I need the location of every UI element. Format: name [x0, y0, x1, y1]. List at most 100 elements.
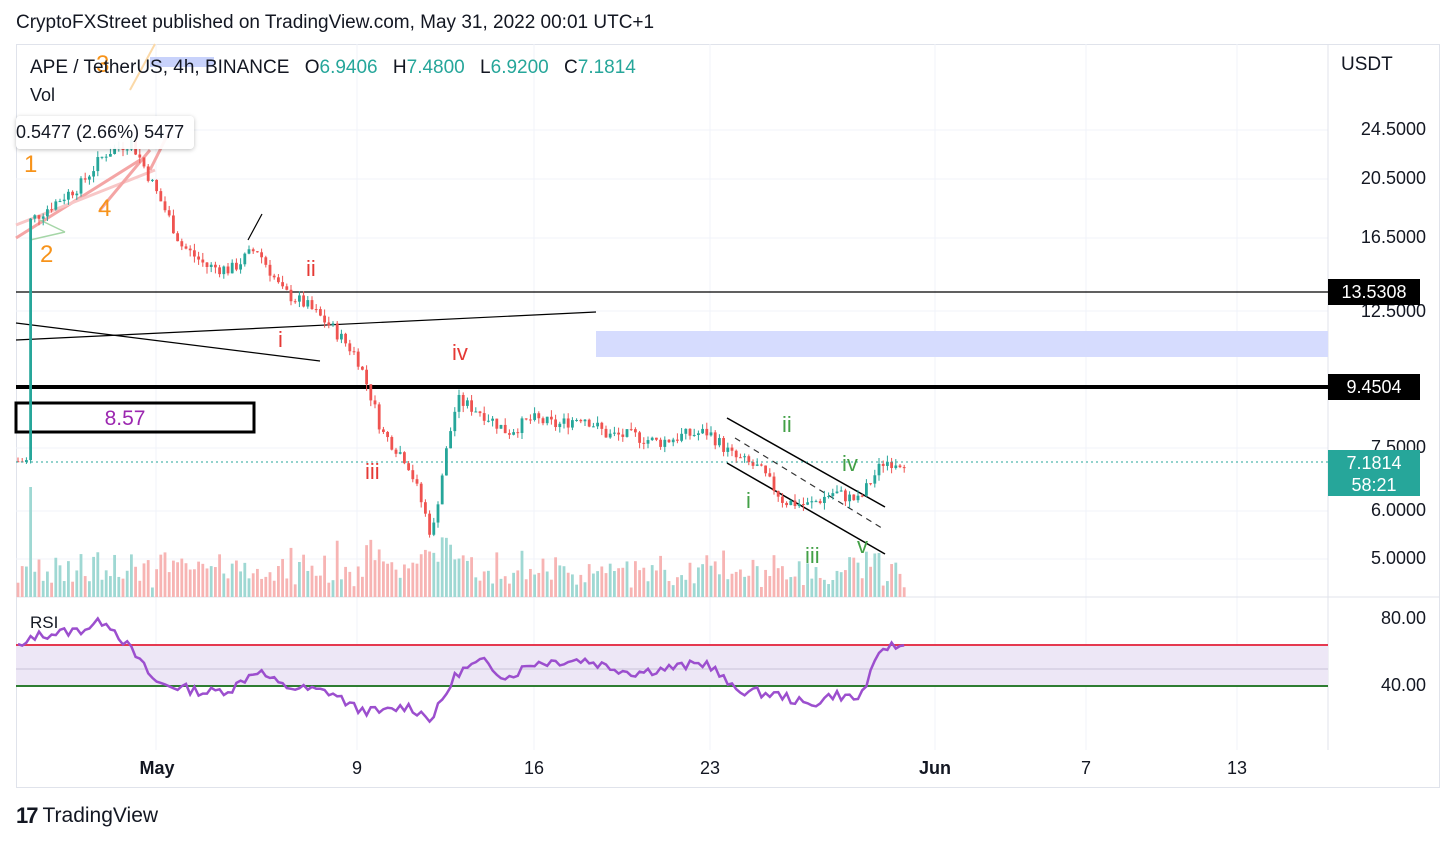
volume-bar	[411, 562, 415, 597]
candle-body	[482, 413, 486, 421]
volume-bar	[667, 581, 671, 597]
candle-body	[159, 191, 163, 202]
candle-body	[726, 447, 730, 452]
tradingview-logo-icon: 17	[16, 803, 39, 828]
value-box	[14, 401, 256, 434]
volume-bar	[88, 581, 91, 597]
candle-body	[550, 416, 553, 420]
candle-body	[776, 490, 780, 497]
candle-body	[873, 475, 877, 484]
footer-brand[interactable]: TradingView	[42, 804, 159, 827]
candle-body	[671, 439, 675, 443]
candle-body	[67, 191, 70, 200]
volume-bar	[340, 579, 343, 597]
price-tick: 20.5000	[1360, 168, 1426, 188]
candle-body	[617, 432, 620, 435]
candle-body	[579, 419, 583, 422]
volume-bar	[260, 578, 263, 597]
volume-bar	[356, 566, 360, 597]
volume-bar	[440, 537, 444, 597]
volume-bar	[138, 580, 142, 597]
candle-body	[688, 428, 692, 436]
candle-body	[461, 394, 465, 406]
candle-body	[142, 157, 146, 167]
candle-body	[844, 490, 847, 502]
volume-bar	[562, 566, 566, 597]
candle-body	[293, 301, 297, 303]
volume-bar	[810, 578, 814, 597]
candle-body	[587, 419, 591, 427]
price-tick: 12.5000	[1360, 301, 1426, 321]
volume-bar	[323, 555, 326, 597]
volume-bar	[41, 580, 45, 597]
volume-bar	[285, 578, 289, 597]
candle-body	[205, 262, 209, 267]
volume-bar	[755, 566, 759, 597]
candle-body	[789, 500, 793, 506]
candle-body	[125, 149, 129, 151]
candle-body	[264, 257, 268, 265]
low-value: 6.9200	[490, 57, 549, 78]
volume-bar	[663, 569, 667, 597]
wave-orange-1: 1	[24, 151, 37, 178]
candle-body	[852, 494, 856, 501]
candle-body	[709, 432, 713, 436]
candle-body	[247, 249, 251, 254]
candle-body	[54, 201, 58, 210]
volume-bar	[692, 583, 696, 597]
volume-bar	[642, 567, 646, 597]
volume-bar	[209, 566, 213, 597]
candle-body	[83, 178, 87, 180]
volume-bar	[92, 556, 95, 597]
candle-body	[319, 309, 322, 316]
volume-bar	[823, 579, 826, 597]
candle-body	[356, 351, 360, 367]
candle-body	[491, 418, 494, 421]
volume-bar	[751, 559, 755, 597]
volume-bar	[545, 571, 549, 597]
volume-bar	[894, 562, 898, 597]
candle-body	[100, 156, 104, 158]
volume-bar	[499, 578, 503, 597]
volume-bar	[373, 560, 377, 597]
candle-body	[449, 431, 452, 449]
candle-body	[760, 464, 763, 466]
volume-bar	[54, 557, 58, 597]
volume-bar	[117, 576, 121, 597]
wave-red-iv: iv	[452, 340, 468, 365]
candle-body	[209, 264, 213, 267]
candle-body	[478, 411, 482, 414]
volume-bar	[806, 563, 809, 597]
volume-bar	[272, 580, 276, 597]
candle-body	[818, 501, 822, 504]
candle-body	[755, 464, 759, 466]
volume-bar	[453, 559, 457, 597]
volume-bar	[520, 550, 524, 597]
volume-bar	[865, 551, 868, 597]
volume-bar	[327, 582, 331, 597]
volume-bar	[159, 554, 163, 597]
candle-body	[419, 483, 423, 503]
price-tick: 6.0000	[1370, 500, 1426, 520]
volume-bar	[571, 574, 574, 597]
candle-body	[365, 369, 368, 385]
candle-body	[718, 438, 721, 446]
candle-body	[537, 413, 541, 419]
time-tick: 7	[1080, 758, 1092, 778]
candle-body	[898, 465, 902, 468]
volume-bar	[671, 585, 675, 597]
last-price-value: 7.1814	[1346, 453, 1402, 473]
symbol-name: APE / TetherUS, 4h, BINANCE	[30, 57, 290, 78]
volume-bar	[251, 573, 255, 597]
volume-bar	[491, 583, 494, 597]
candle-body	[172, 215, 175, 234]
volume-bar	[289, 547, 293, 597]
volume-bar	[470, 557, 473, 597]
candle-body	[390, 437, 394, 450]
candle-body	[629, 429, 633, 431]
volume-bar	[226, 578, 230, 597]
candle-body	[457, 394, 461, 412]
volume-bar	[130, 554, 133, 597]
candle-body	[848, 494, 851, 502]
